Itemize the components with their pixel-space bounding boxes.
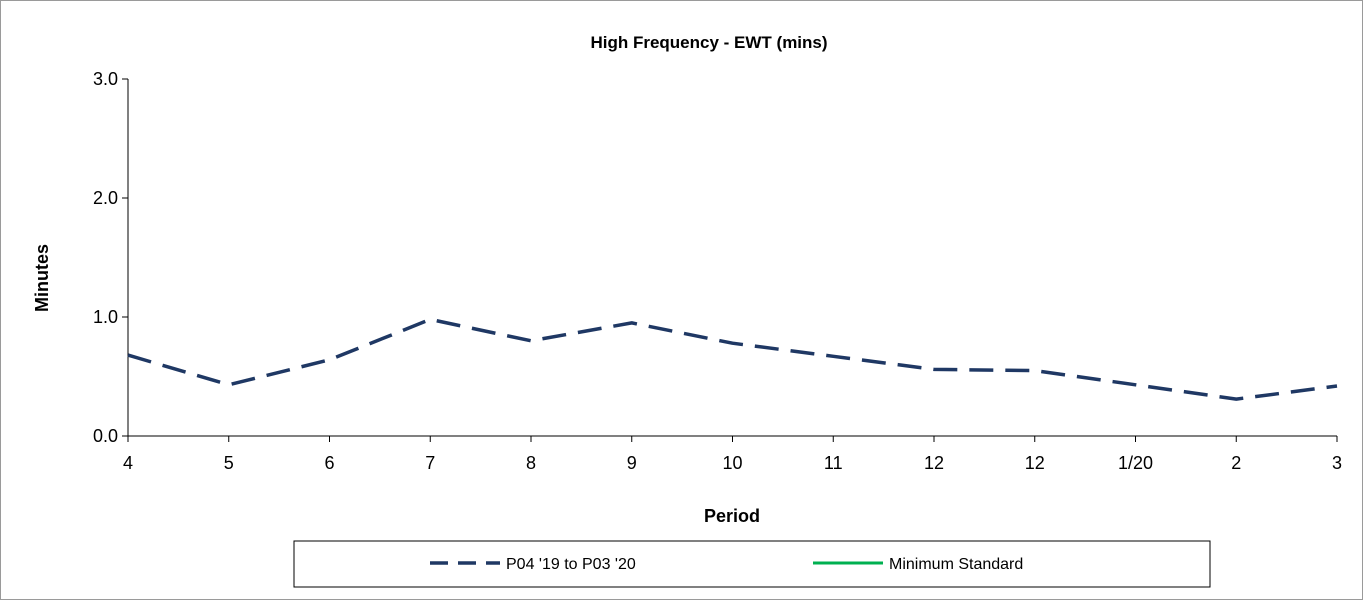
x-tick-label: 9 (627, 453, 637, 473)
x-axis: 4 5 6 7 8 9 10 11 12 12 1/20 2 3 (123, 435, 1342, 473)
y-tick-label: 0.0 (93, 426, 118, 446)
y-axis-title: Minutes (32, 244, 52, 312)
x-tick-label: 6 (324, 453, 334, 473)
x-tick-label: 12 (1025, 453, 1045, 473)
x-tick-label: 8 (526, 453, 536, 473)
legend: P04 '19 to P03 '20 Minimum Standard (293, 540, 1211, 588)
plot-series (127, 317, 1338, 401)
series-line-1 (127, 317, 1338, 401)
legend-label-series-2: Minimum Standard (889, 556, 1023, 573)
y-axis: 0.0 1.0 2.0 3.0 (93, 69, 129, 446)
x-tick-label: 1/20 (1118, 453, 1153, 473)
x-tick-label: 3 (1332, 453, 1342, 473)
x-tick-label: 11 (824, 453, 843, 473)
y-tick-label: 3.0 (93, 69, 118, 89)
x-tick-label: 10 (722, 453, 742, 473)
legend-label-series-1: P04 '19 to P03 '20 (506, 556, 636, 573)
x-tick-label: 4 (123, 453, 133, 473)
x-axis-title: Period (704, 506, 760, 526)
y-tick-label: 1.0 (93, 307, 118, 327)
y-tick-label: 2.0 (93, 188, 118, 208)
x-tick-label: 5 (224, 453, 234, 473)
x-tick-label: 2 (1231, 453, 1241, 473)
chart-title: High Frequency - EWT (mins) (590, 33, 827, 52)
x-tick-label: 7 (425, 453, 435, 473)
x-tick-label: 12 (924, 453, 944, 473)
